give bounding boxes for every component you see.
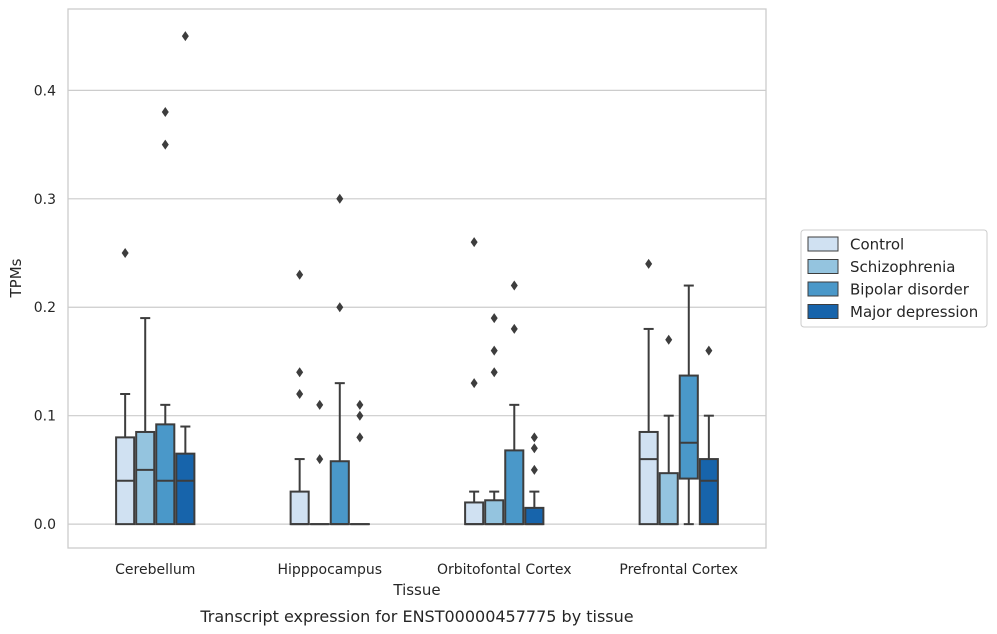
outlier-point [161, 139, 169, 150]
outlier-point [530, 432, 538, 443]
legend-swatch [807, 304, 839, 319]
x-tick-label: Cerebellum [115, 562, 195, 578]
legend-swatch [807, 281, 839, 297]
box-body [678, 374, 699, 480]
box-control [289, 269, 310, 526]
box-body [329, 460, 350, 526]
outlier-point [316, 399, 324, 410]
x-axis-label: Tissue [392, 581, 440, 599]
outlier-point [296, 389, 304, 399]
box-major-depression [175, 31, 196, 526]
legend-label: Schizophrenia [850, 258, 955, 276]
box-major-depression [349, 399, 370, 526]
box-control [464, 237, 485, 526]
outlier-point [705, 345, 713, 356]
plot-area [67, 8, 767, 549]
x-tick-label: Hipppocampus [277, 562, 382, 578]
legend-frame [800, 229, 988, 328]
box-bipolar-disorder [329, 193, 350, 526]
x-tick-label: Prefrontal Cortex [619, 562, 738, 578]
legend-swatch [807, 236, 839, 252]
box-body [658, 472, 679, 526]
box-body [698, 458, 719, 526]
box-body [155, 423, 176, 526]
legend-label: Bipolar disorder [850, 281, 970, 299]
outlier-point [490, 345, 498, 356]
box-bipolar-disorder [678, 284, 699, 526]
box-schizophrenia [658, 334, 679, 526]
outlier-point [161, 107, 169, 118]
outlier-point [470, 237, 478, 248]
outlier-point [316, 454, 324, 465]
box-groups [115, 31, 719, 526]
box-schizophrenia [135, 317, 156, 526]
box-body [504, 449, 525, 526]
outlier-point [336, 302, 344, 313]
outlier-point [356, 410, 364, 421]
box-schizophrenia [484, 313, 505, 526]
outlier-point [645, 258, 653, 269]
legend-swatch [807, 259, 839, 274]
legend-label: Major depression [850, 303, 978, 321]
box-body [484, 499, 505, 526]
x-tick-label: Orbitofontal Cortex [437, 562, 572, 578]
outlier-point [490, 313, 498, 324]
outlier-point [530, 443, 538, 454]
y-tick-label: 0.1 [34, 409, 56, 425]
y-tick-label: 0.3 [34, 192, 56, 208]
outlier-point [296, 367, 304, 378]
box-control [115, 248, 136, 526]
box-schizophrenia [309, 399, 330, 526]
outlier-point [181, 31, 189, 42]
legend: Control Schizophrenia Bipolar disorder Majo… [800, 229, 988, 328]
box-body [289, 490, 310, 526]
box-body [464, 501, 485, 526]
y-axis-ticks: 0.0 0.1 0.2 0.3 0.4 [34, 83, 56, 533]
outlier-point [530, 464, 538, 475]
x-axis-ticks: Cerebellum Hipppocampus Orbitofontal Corte… [115, 562, 738, 578]
box-major-depression [524, 432, 545, 526]
box-body [524, 506, 545, 526]
y-axis-label: TPMs [7, 258, 25, 298]
box-body [135, 430, 156, 526]
box-bipolar-disorder [155, 107, 176, 526]
y-tick-label: 0.0 [34, 517, 56, 533]
outlier-point [510, 280, 518, 291]
box-control [638, 258, 659, 526]
outlier-point [336, 193, 344, 204]
outlier-point [490, 367, 498, 378]
outlier-point [356, 399, 364, 410]
box-major-depression [698, 345, 719, 526]
box-body [638, 430, 659, 526]
box-body [175, 452, 196, 526]
outlier-point [121, 248, 129, 259]
chart-caption: Transcript expression for ENST0000045777… [199, 607, 633, 626]
legend-label: Control [850, 236, 904, 254]
box-bipolar-disorder [504, 280, 525, 526]
outlier-point [510, 323, 518, 334]
y-tick-label: 0.4 [34, 83, 56, 99]
outlier-point [665, 334, 673, 345]
outlier-point [356, 432, 364, 443]
y-tick-label: 0.2 [34, 300, 56, 316]
outlier-point [470, 378, 478, 389]
outlier-point [296, 269, 304, 280]
